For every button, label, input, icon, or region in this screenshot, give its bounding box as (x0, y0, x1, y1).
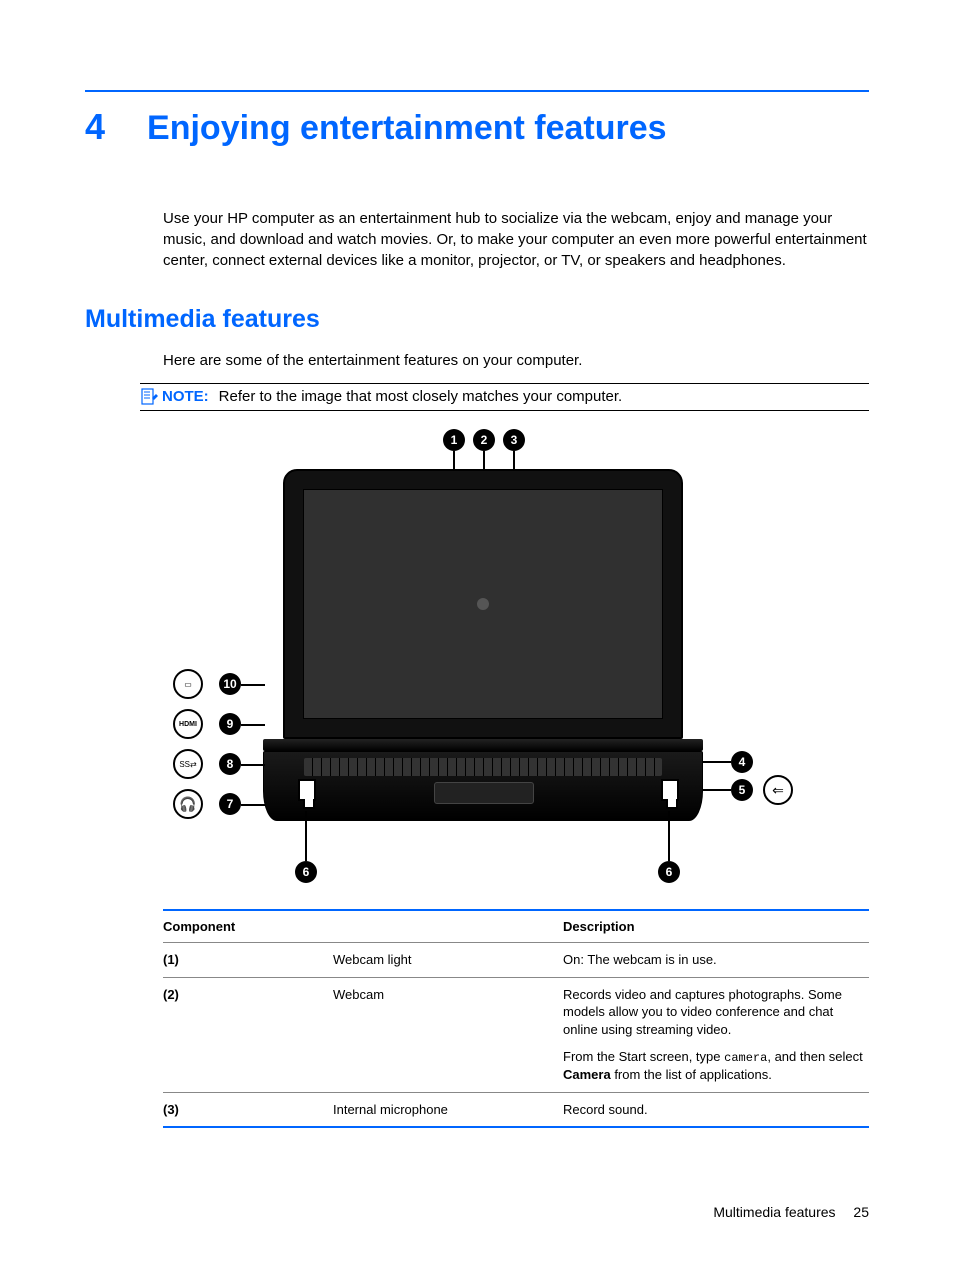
component-number: (3) (163, 1092, 333, 1127)
leader-line (483, 451, 485, 471)
leader-line (453, 451, 455, 471)
leader-line (241, 724, 265, 726)
laptop-touchpad (434, 782, 534, 804)
callout-4: 4 (731, 751, 753, 773)
chapter-intro-text: Use your HP computer as an entertainment… (163, 208, 869, 271)
port-icon-monitor: ▭ (173, 669, 203, 699)
note-block: NOTE: Refer to the image that most closel… (140, 383, 869, 411)
laptop-diagram: 1 2 3 4 5 ⇐ 6 6 ▭ 10 HDMI 9 SS⇄ 8 🎧 7 (163, 429, 869, 899)
section-title: Multimedia features (85, 305, 869, 334)
port-icon-usb: SS⇄ (173, 749, 203, 779)
laptop-lid (283, 469, 683, 739)
leader-line (241, 684, 265, 686)
table-row: (1)Webcam lightOn: The webcam is in use. (163, 943, 869, 978)
speaker-icon (298, 779, 316, 801)
component-name: Webcam light (333, 943, 563, 978)
table-body: (1)Webcam lightOn: The webcam is in use.… (163, 943, 869, 1128)
callout-8: 8 (219, 753, 241, 775)
callout-5: 5 (731, 779, 753, 801)
component-description: Record sound. (563, 1092, 869, 1127)
table-header-row: Component Description (163, 910, 869, 943)
col-header-component: Component (163, 910, 563, 943)
description-paragraph: Record sound. (563, 1101, 865, 1119)
leader-line (703, 761, 731, 763)
component-number: (1) (163, 943, 333, 978)
component-name: Webcam (333, 977, 563, 1092)
section-intro-text: Here are some of the entertainment featu… (163, 352, 869, 369)
callout-10: 10 (219, 673, 241, 695)
note-text: Refer to the image that most closely mat… (219, 388, 623, 405)
callout-7: 7 (219, 793, 241, 815)
component-name: Internal microphone (333, 1092, 563, 1127)
laptop-base (263, 751, 703, 821)
chapter-top-rule (85, 90, 869, 92)
col-header-description: Description (563, 910, 869, 943)
description-paragraph: On: The webcam is in use. (563, 951, 865, 969)
chapter-title: Enjoying entertainment features (147, 109, 667, 148)
note-content: NOTE: Refer to the image that most closel… (162, 388, 622, 405)
leader-line (241, 804, 265, 806)
callout-1: 1 (443, 429, 465, 451)
callout-6b: 6 (658, 861, 680, 883)
callout-2: 2 (473, 429, 495, 451)
code-text: camera (724, 1051, 767, 1065)
leader-line (305, 811, 307, 861)
laptop-illustration (263, 469, 703, 821)
component-table: Component Description (1)Webcam lightOn:… (163, 909, 869, 1128)
leader-line (241, 764, 265, 766)
description-paragraph: Records video and captures photographs. … (563, 986, 865, 1039)
table-row: (2)WebcamRecords video and captures phot… (163, 977, 869, 1092)
component-number: (2) (163, 977, 333, 1092)
footer-page-number: 25 (853, 1204, 869, 1220)
port-icon-headphone: 🎧 (173, 789, 203, 819)
leader-line (703, 789, 731, 791)
table-row: (3)Internal microphoneRecord sound. (163, 1092, 869, 1127)
note-icon (140, 388, 158, 406)
port-icon-hdmi: HDMI (173, 709, 203, 739)
note-label: NOTE: (162, 388, 209, 405)
laptop-keyboard (304, 758, 662, 776)
callout-9: 9 (219, 713, 241, 735)
leader-line (513, 451, 515, 471)
hp-logo-icon (477, 598, 489, 610)
page-footer: Multimedia features 25 (713, 1204, 869, 1220)
footer-section: Multimedia features (713, 1204, 835, 1220)
chapter-header: 4 Enjoying entertainment features (85, 106, 869, 148)
speaker-icon (661, 779, 679, 801)
chapter-number: 4 (85, 106, 105, 148)
callout-6a: 6 (295, 861, 317, 883)
callout-3: 3 (503, 429, 525, 451)
component-description: Records video and captures photographs. … (563, 977, 869, 1092)
laptop-hinge (263, 739, 703, 751)
description-paragraph: From the Start screen, type camera, and … (563, 1048, 865, 1084)
leader-line (668, 811, 670, 861)
bold-text: Camera (563, 1067, 611, 1082)
component-description: On: The webcam is in use. (563, 943, 869, 978)
port-icon-power: ⇐ (763, 775, 793, 805)
laptop-screen (303, 489, 663, 719)
